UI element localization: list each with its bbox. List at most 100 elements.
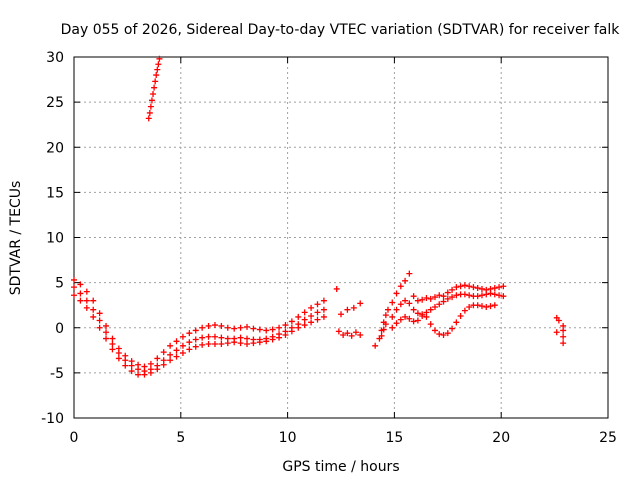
data-point: [389, 313, 396, 320]
data-point: [444, 295, 451, 302]
data-point: [344, 330, 351, 337]
axes: 0 5 10 15 20 25 -10 -5 0 5 10 15 20 25 30: [41, 50, 617, 446]
data-point: [155, 61, 162, 68]
data-point: [308, 313, 315, 320]
data-point: [173, 347, 180, 354]
series-late-lower-track: [389, 302, 498, 338]
data-point: [344, 306, 351, 313]
series-steep-segment: [145, 55, 163, 122]
data-point: [109, 340, 116, 347]
data-point: [211, 340, 218, 347]
data-point: [320, 313, 327, 320]
data-point: [141, 371, 148, 378]
data-point: [474, 302, 481, 309]
data-point: [457, 313, 464, 320]
data-point: [487, 290, 494, 297]
data-point: [352, 329, 359, 336]
data-point: [146, 109, 153, 116]
data-point: [402, 297, 409, 304]
data-point: [453, 284, 460, 291]
data-point: [115, 355, 122, 362]
data-point: [179, 350, 186, 357]
data-point: [427, 295, 434, 302]
data-point: [414, 310, 421, 317]
data-point: [406, 315, 413, 322]
data-point: [410, 306, 417, 313]
data-point: [372, 342, 379, 349]
data-point: [192, 327, 199, 334]
x-axis-label: GPS time / hours: [282, 459, 399, 475]
data-point: [295, 324, 302, 331]
data-point: [205, 340, 212, 347]
data-point: [115, 345, 122, 352]
x-tick-label: 15: [385, 430, 403, 446]
data-point: [160, 349, 167, 356]
data-point: [152, 78, 159, 85]
series-end-cluster: [553, 314, 567, 347]
data-point: [436, 331, 443, 338]
data-point: [453, 292, 460, 299]
data-point: [440, 293, 447, 300]
data-point: [83, 288, 90, 295]
data-point: [186, 339, 193, 346]
y-tick-label: 0: [55, 321, 64, 337]
data-point: [320, 297, 327, 304]
data-point: [167, 342, 174, 349]
data-point: [288, 328, 295, 335]
data-point: [308, 304, 315, 311]
data-point: [192, 336, 199, 343]
data-point: [406, 270, 413, 277]
data-point: [402, 277, 409, 284]
data-point: [269, 336, 276, 343]
data-point: [431, 303, 438, 310]
data-point: [301, 309, 308, 316]
data-point: [199, 341, 206, 348]
data-point: [461, 307, 468, 314]
data-point: [333, 285, 340, 292]
data-point: [478, 292, 485, 299]
data-point: [147, 369, 154, 376]
data-point: [256, 339, 263, 346]
data-point: [500, 283, 507, 290]
data-point: [77, 297, 84, 304]
data-point: [295, 313, 302, 320]
data-point: [350, 304, 357, 311]
data-point: [71, 276, 77, 283]
data-point: [147, 103, 154, 110]
x-tick-label: 5: [176, 430, 185, 446]
data-point: [154, 355, 161, 362]
data-point: [109, 346, 116, 353]
data-point: [478, 303, 485, 310]
data-point: [156, 55, 163, 62]
data-point: [457, 283, 464, 290]
series-late-upper-track: [389, 270, 507, 306]
series-mid-scatter: [333, 285, 391, 349]
y-tick-label: 25: [46, 95, 64, 111]
x-tick-label: 0: [70, 430, 79, 446]
data-point: [496, 284, 503, 291]
data-point: [444, 289, 451, 296]
x-tick-label: 25: [599, 430, 617, 446]
data-point: [90, 313, 97, 320]
y-axis-label: SDTVAR / TECUs: [8, 181, 24, 296]
data-point: [474, 293, 481, 300]
data-point: [244, 335, 251, 342]
data-point: [453, 319, 460, 326]
data-point: [427, 306, 434, 313]
data-point: [491, 285, 498, 292]
data-point: [487, 303, 494, 310]
data-point: [461, 291, 468, 298]
data-point: [414, 317, 421, 324]
data-point: [154, 366, 161, 373]
data-point: [237, 324, 244, 331]
data-point: [186, 346, 193, 353]
data-point: [231, 339, 238, 346]
data-point: [224, 340, 231, 347]
data-point: [357, 331, 364, 338]
data-point: [393, 320, 400, 327]
data-point: [237, 334, 244, 341]
data-point: [427, 321, 434, 328]
data-point: [393, 290, 400, 297]
data-point: [431, 327, 438, 334]
